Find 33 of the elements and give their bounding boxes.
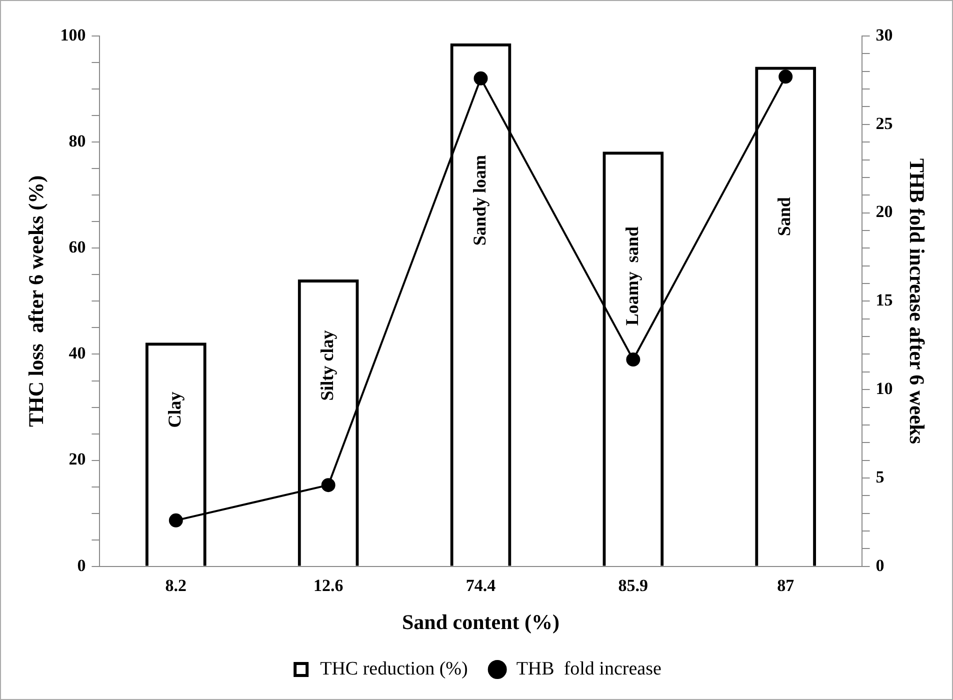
y-tick-label: 80 xyxy=(68,131,86,150)
x-tick-label: 85.9 xyxy=(618,576,648,595)
y2-tick-label: 30 xyxy=(876,25,893,44)
y2-tick-label: 25 xyxy=(876,114,893,133)
x-tick-label: 12.6 xyxy=(313,576,344,595)
annotation: Silty clay xyxy=(316,330,337,401)
y2-tick-label: 5 xyxy=(876,467,884,486)
legend-label: THC reduction (%) xyxy=(320,658,468,680)
y-axis-title: THC loss after 6 weeks (%) xyxy=(24,175,48,427)
y-tick-label: 40 xyxy=(68,344,86,363)
x-tick-label: 74.4 xyxy=(466,576,496,595)
annotation: Sandy loam xyxy=(469,155,490,246)
point xyxy=(626,352,640,367)
x-axis-title: Sand content (%) xyxy=(402,610,560,634)
point xyxy=(168,513,183,528)
legend-label: THB fold increase xyxy=(516,658,662,680)
y2-axis-title: THB fold increase after 6 weeks xyxy=(904,158,929,444)
annotation: Loamy sand xyxy=(622,226,642,326)
y-tick-label: 100 xyxy=(60,25,86,44)
y2-tick-label: 15 xyxy=(876,290,893,310)
y2-tick-label: 10 xyxy=(876,378,893,398)
annotation: Sand xyxy=(774,197,794,236)
point xyxy=(778,70,793,84)
point xyxy=(474,71,488,86)
annotation: Clay xyxy=(164,392,185,428)
y-tick-label: 0 xyxy=(77,556,86,575)
y-tick-label: 20 xyxy=(68,450,86,469)
y2-tick-label: 20 xyxy=(876,202,893,222)
x-tick-label: 8.2 xyxy=(165,576,187,595)
y2-tick-label: 0 xyxy=(876,556,884,575)
y-tick-label: 60 xyxy=(68,238,86,257)
point xyxy=(321,478,336,492)
x-tick-label: 87 xyxy=(777,576,795,595)
